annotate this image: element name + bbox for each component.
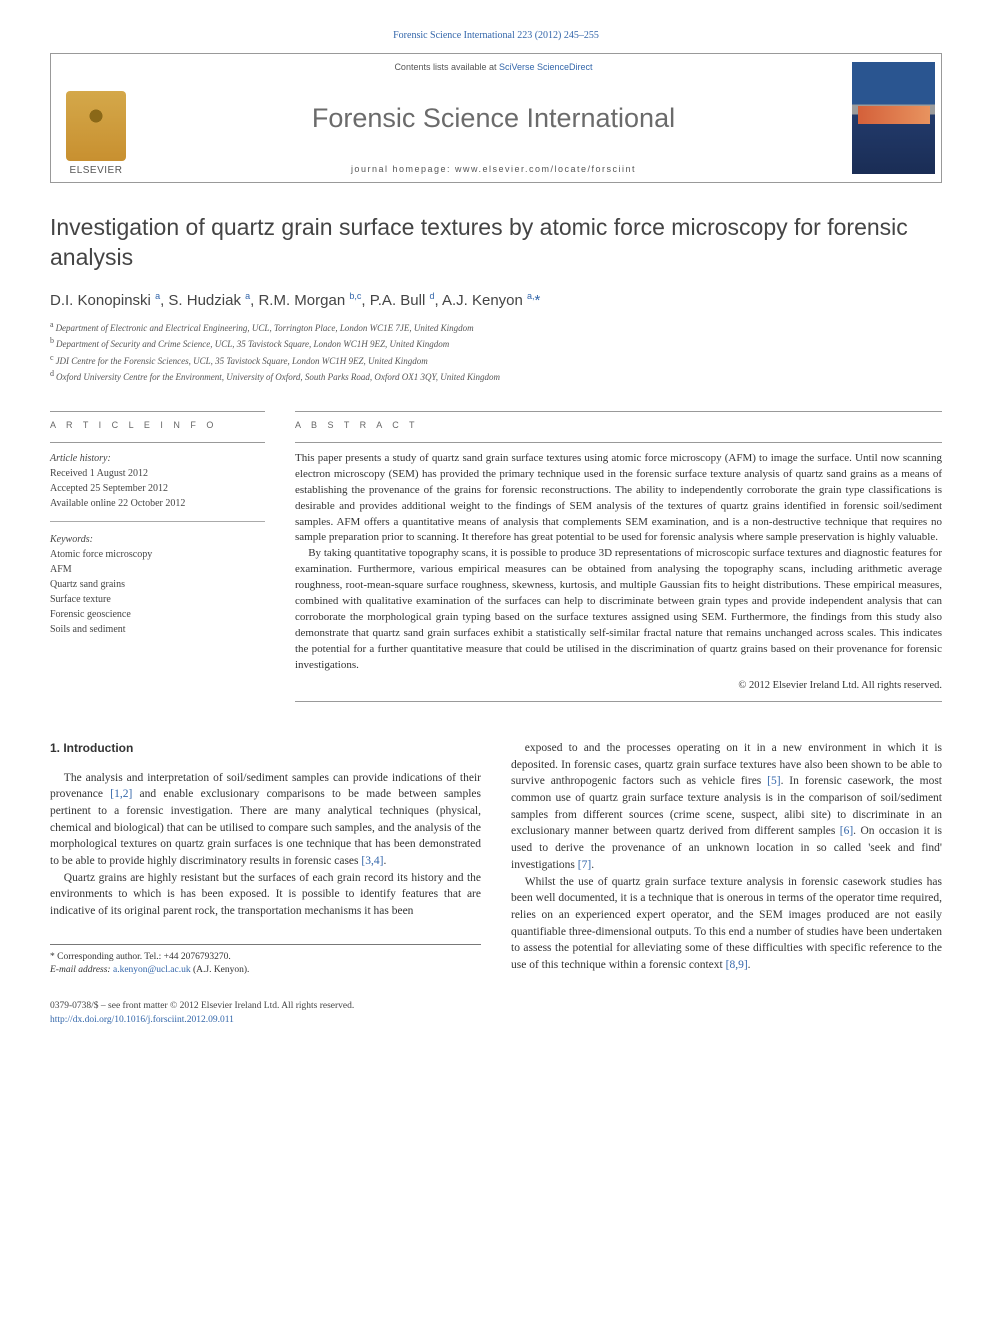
page-footer: 0379-0738/$ – see front matter © 2012 El… — [50, 999, 942, 1028]
affiliations-block: aDepartment of Electronic and Electrical… — [50, 319, 942, 385]
keyword-item: Surface texture — [50, 592, 265, 607]
homepage-url: www.elsevier.com/locate/forsciint — [455, 164, 636, 174]
abstract-para-2: By taking quantitative topography scans,… — [295, 546, 942, 674]
abstract-column: A B S T R A C T This paper presents a st… — [295, 403, 942, 710]
body-para-4: Whilst the use of quartz grain surface t… — [511, 874, 942, 974]
journal-name: Forensic Science International — [151, 103, 836, 134]
abstract-copyright: © 2012 Elsevier Ireland Ltd. All rights … — [295, 678, 942, 693]
journal-banner: ELSEVIER Contents lists available at Sci… — [50, 53, 942, 183]
affiliation-line: cJDI Centre for the Forensic Sciences, U… — [50, 352, 942, 369]
body-two-column: 1. Introduction The analysis and interpr… — [50, 740, 942, 977]
keyword-item: Forensic geoscience — [50, 607, 265, 622]
info-abstract-row: A R T I C L E I N F O Article history: R… — [50, 403, 942, 710]
keyword-item: Soils and sediment — [50, 622, 265, 637]
corresponding-author-footnote: * Corresponding author. Tel.: +44 207679… — [50, 944, 481, 978]
keywords-list: Atomic force microscopyAFMQuartz sand gr… — [50, 547, 265, 637]
banner-center: Contents lists available at SciVerse Sci… — [141, 54, 846, 182]
homepage-prefix: journal homepage: — [351, 164, 455, 174]
keyword-item: Atomic force microscopy — [50, 547, 265, 562]
keywords-heading: Keywords: — [50, 532, 265, 547]
journal-cover-thumbnail — [852, 62, 935, 174]
corr-author-name: (A.J. Kenyon). — [193, 965, 249, 975]
contents-prefix: Contents lists available at — [394, 62, 499, 72]
abstract-text: This paper presents a study of quartz sa… — [295, 451, 942, 693]
authors-line: D.I. Konopinski a, S. Hudziak a, R.M. Mo… — [50, 291, 942, 309]
corr-author-line: * Corresponding author. Tel.: +44 207679… — [50, 951, 481, 964]
article-title: Investigation of quartz grain surface te… — [50, 213, 942, 273]
history-heading: Article history: — [50, 451, 265, 466]
contents-available-line: Contents lists available at SciVerse Sci… — [151, 62, 836, 72]
section-heading-introduction: 1. Introduction — [50, 740, 481, 757]
email-label: E-mail address: — [50, 965, 111, 975]
history-received: Received 1 August 2012 — [50, 468, 148, 479]
publisher-name: ELSEVIER — [70, 165, 123, 176]
history-online: Available online 22 October 2012 — [50, 498, 185, 509]
doi-link[interactable]: http://dx.doi.org/10.1016/j.forsciint.20… — [50, 1015, 234, 1025]
body-para-2: Quartz grains are highly resistant but t… — [50, 870, 481, 920]
affiliation-line: bDepartment of Security and Crime Scienc… — [50, 335, 942, 352]
sciencedirect-link[interactable]: SciVerse ScienceDirect — [499, 62, 593, 72]
journal-cover-block — [846, 54, 941, 182]
footer-front-matter: 0379-0738/$ – see front matter © 2012 El… — [50, 999, 942, 1013]
article-history-block: Article history: Received 1 August 2012 … — [50, 451, 265, 637]
keyword-item: AFM — [50, 562, 265, 577]
affiliation-line: dOxford University Centre for the Enviro… — [50, 368, 942, 385]
article-info-column: A R T I C L E I N F O Article history: R… — [50, 403, 265, 710]
running-header: Forensic Science International 223 (2012… — [50, 30, 942, 41]
abstract-para-1: This paper presents a study of quartz sa… — [295, 451, 942, 547]
abstract-label: A B S T R A C T — [295, 420, 942, 430]
publisher-logo-block: ELSEVIER — [51, 54, 141, 182]
elsevier-tree-icon — [66, 91, 126, 161]
body-para-3: exposed to and the processes operating o… — [511, 740, 942, 873]
history-accepted: Accepted 25 September 2012 — [50, 483, 168, 494]
corr-author-email-link[interactable]: a.kenyon@ucl.ac.uk — [113, 965, 191, 975]
keyword-item: Quartz sand grains — [50, 577, 265, 592]
affiliation-line: aDepartment of Electronic and Electrical… — [50, 319, 942, 336]
body-para-1: The analysis and interpretation of soil/… — [50, 770, 481, 870]
article-info-label: A R T I C L E I N F O — [50, 420, 265, 430]
journal-homepage-line: journal homepage: www.elsevier.com/locat… — [151, 164, 836, 174]
